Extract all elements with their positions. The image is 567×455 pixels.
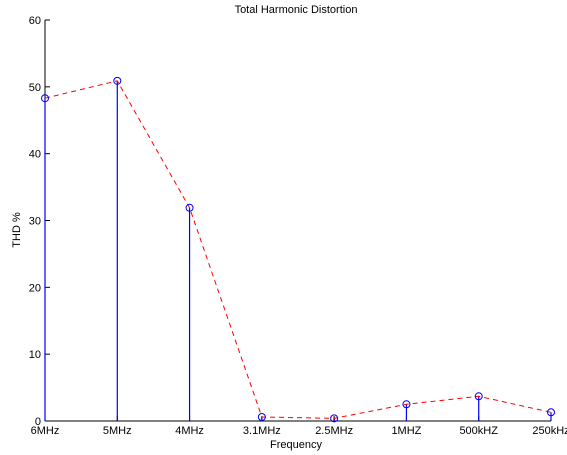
stem-marker bbox=[41, 94, 49, 103]
stem-marker bbox=[185, 203, 194, 212]
dashed-series bbox=[44, 80, 552, 419]
stem-marker bbox=[474, 392, 483, 401]
x-tick-label: 250kHz bbox=[532, 425, 567, 437]
y-tick-label: 60 bbox=[29, 15, 41, 27]
x-tick-label: 5MHz bbox=[103, 425, 132, 437]
x-tick-label: 2.5MHz bbox=[315, 425, 353, 437]
y-tick-label: 20 bbox=[29, 282, 41, 294]
x-tick-label: 3.1MHz bbox=[243, 425, 281, 437]
chart-title: Total Harmonic Distortion bbox=[235, 4, 358, 16]
dashed-line bbox=[44, 80, 552, 419]
stem-marker bbox=[547, 408, 555, 417]
stem-series bbox=[44, 80, 552, 421]
x-tick-label: 6MHz bbox=[31, 425, 60, 437]
stem-marker bbox=[113, 76, 122, 85]
x-axis-label: Frequency bbox=[270, 439, 322, 451]
y-axis-label: THD % bbox=[11, 212, 23, 248]
y-tick-label: 30 bbox=[29, 216, 41, 228]
y-tick-label: 40 bbox=[29, 149, 41, 161]
y-tick-label: 10 bbox=[29, 349, 41, 361]
x-tick-label: 500kHZ bbox=[459, 425, 498, 437]
axes: 0 10 20 30 40 50 60 6MHz 5MHz 4MHz 3.1MHz 2.5MHz 1MH… bbox=[29, 15, 567, 437]
stem-marker bbox=[330, 414, 339, 423]
marker-series bbox=[41, 76, 555, 423]
x-tick-label: 1MHZ bbox=[391, 425, 421, 437]
x-tick-label: 4MHz bbox=[175, 425, 204, 437]
stem-marker bbox=[402, 400, 411, 409]
stem-marker bbox=[257, 412, 266, 421]
y-tick-label: 0 bbox=[35, 416, 41, 428]
y-tick-label: 50 bbox=[29, 82, 41, 94]
